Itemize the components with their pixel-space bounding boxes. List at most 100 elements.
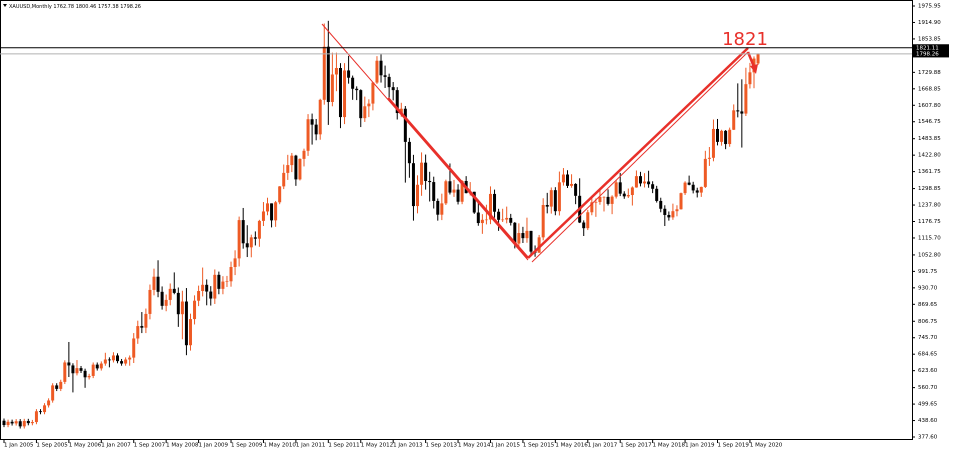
candle-body <box>667 214 671 218</box>
candle-body <box>529 230 533 252</box>
y-tick-label: 1914.90 <box>918 20 941 26</box>
candle-body <box>557 182 561 212</box>
candle-body <box>6 421 10 426</box>
y-tick-label: 1052.80 <box>918 252 941 258</box>
candle-body <box>237 220 241 259</box>
candle-body <box>687 182 691 185</box>
candle-body <box>83 370 87 378</box>
candle-body <box>184 301 188 346</box>
x-tick-label: 1 Jan 2009 <box>199 443 229 449</box>
candle-body <box>132 338 136 358</box>
candle-body <box>249 237 253 248</box>
candle-body <box>501 219 505 221</box>
candle-body <box>363 106 367 119</box>
y-tick-label: 1546.75 <box>918 119 941 125</box>
candle-body <box>570 183 574 186</box>
candle-body <box>107 359 111 361</box>
y-tick-label: 1668.85 <box>918 86 941 92</box>
y-tick-label: 499.65 <box>918 402 938 408</box>
candle-body <box>95 364 99 369</box>
candle-body <box>128 357 132 360</box>
candle-body <box>201 284 205 292</box>
candle-body <box>720 130 724 142</box>
candle-body <box>290 155 294 166</box>
candle-body <box>343 70 347 118</box>
y-tick-label: 1176.75 <box>918 219 941 225</box>
candle-body <box>124 359 128 364</box>
x-tick-label: 1 May 2008 <box>166 443 199 449</box>
candle-body <box>651 184 655 189</box>
x-tick-label: 1 May 2016 <box>555 443 588 449</box>
candle-body <box>26 420 30 424</box>
candle-body <box>322 46 326 100</box>
y-tick-label: 377.60 <box>918 435 938 441</box>
candle-body <box>732 110 736 130</box>
open: 1762.78 <box>53 4 74 10</box>
x-tick-label: 1 Jan 2011 <box>296 443 325 449</box>
candle-body <box>671 211 675 218</box>
candle-body <box>622 193 626 197</box>
candle-body <box>395 90 399 114</box>
candle-body <box>634 176 638 188</box>
candle-body <box>87 375 91 378</box>
arrow <box>746 51 756 68</box>
candle-body <box>209 291 213 299</box>
x-tick-label: 1 Jan 2013 <box>393 443 423 449</box>
candle-body <box>2 420 6 426</box>
y-tick-label: 745.70 <box>918 335 938 341</box>
candle-body <box>582 222 586 229</box>
candle-body <box>18 421 22 427</box>
price-level-box <box>913 50 949 58</box>
candle-body <box>598 196 602 203</box>
y-tick-label: 1483.85 <box>918 136 941 142</box>
candle-body <box>432 182 436 201</box>
candle-body <box>707 157 711 159</box>
x-tick-label: 1 Jan 2017 <box>588 443 618 449</box>
candle-body <box>193 300 197 320</box>
candle-body <box>229 267 233 282</box>
candle-body <box>168 288 172 300</box>
y-tick-label: 623.60 <box>918 368 938 374</box>
y-tick-label: 1853.85 <box>918 36 941 42</box>
candle-body <box>549 190 553 207</box>
y-tick-label: 1115.70 <box>918 235 941 241</box>
x-tick-label: 1 May 2020 <box>750 443 783 449</box>
header: XAUUSD,Monthly 1762.78 1800.46 1757.38 1… <box>3 4 141 10</box>
candle-body <box>566 174 570 186</box>
candle-body <box>484 219 488 221</box>
candle-body <box>505 217 509 220</box>
candle-body <box>590 202 594 213</box>
candle-body <box>472 191 476 213</box>
candle-body <box>176 292 180 315</box>
y-tick-label: 869.65 <box>918 302 938 308</box>
candle-body <box>10 421 14 424</box>
x-tick-label: 1 May 2014 <box>458 443 491 449</box>
candle-body <box>480 219 484 224</box>
candle-body <box>116 355 120 362</box>
candle-body <box>748 72 752 85</box>
price-level-label: 1821.11 <box>916 45 939 51</box>
candle-body <box>586 212 590 229</box>
y-tick-label: 1729.88 <box>918 70 941 76</box>
candle-body <box>606 196 610 204</box>
candle-body <box>497 211 501 220</box>
candle-body <box>679 193 683 210</box>
y-tick-label: 991.75 <box>918 269 938 275</box>
candle-body <box>403 108 407 142</box>
candle-body <box>610 196 614 204</box>
candle-body <box>355 88 359 91</box>
candle-body <box>136 326 140 339</box>
candle-body <box>756 53 760 64</box>
candle-body <box>545 204 549 207</box>
candle-body <box>225 281 229 282</box>
candle-body <box>728 129 732 145</box>
candle-body <box>302 150 306 159</box>
symbol: XAUUSD,Monthly <box>9 4 52 10</box>
candle-body <box>233 258 237 268</box>
y-tick-label: 560.70 <box>918 385 938 391</box>
candle-body <box>30 422 34 424</box>
trend-line <box>531 51 749 263</box>
candle-body <box>34 411 38 423</box>
candle-body <box>448 181 452 193</box>
